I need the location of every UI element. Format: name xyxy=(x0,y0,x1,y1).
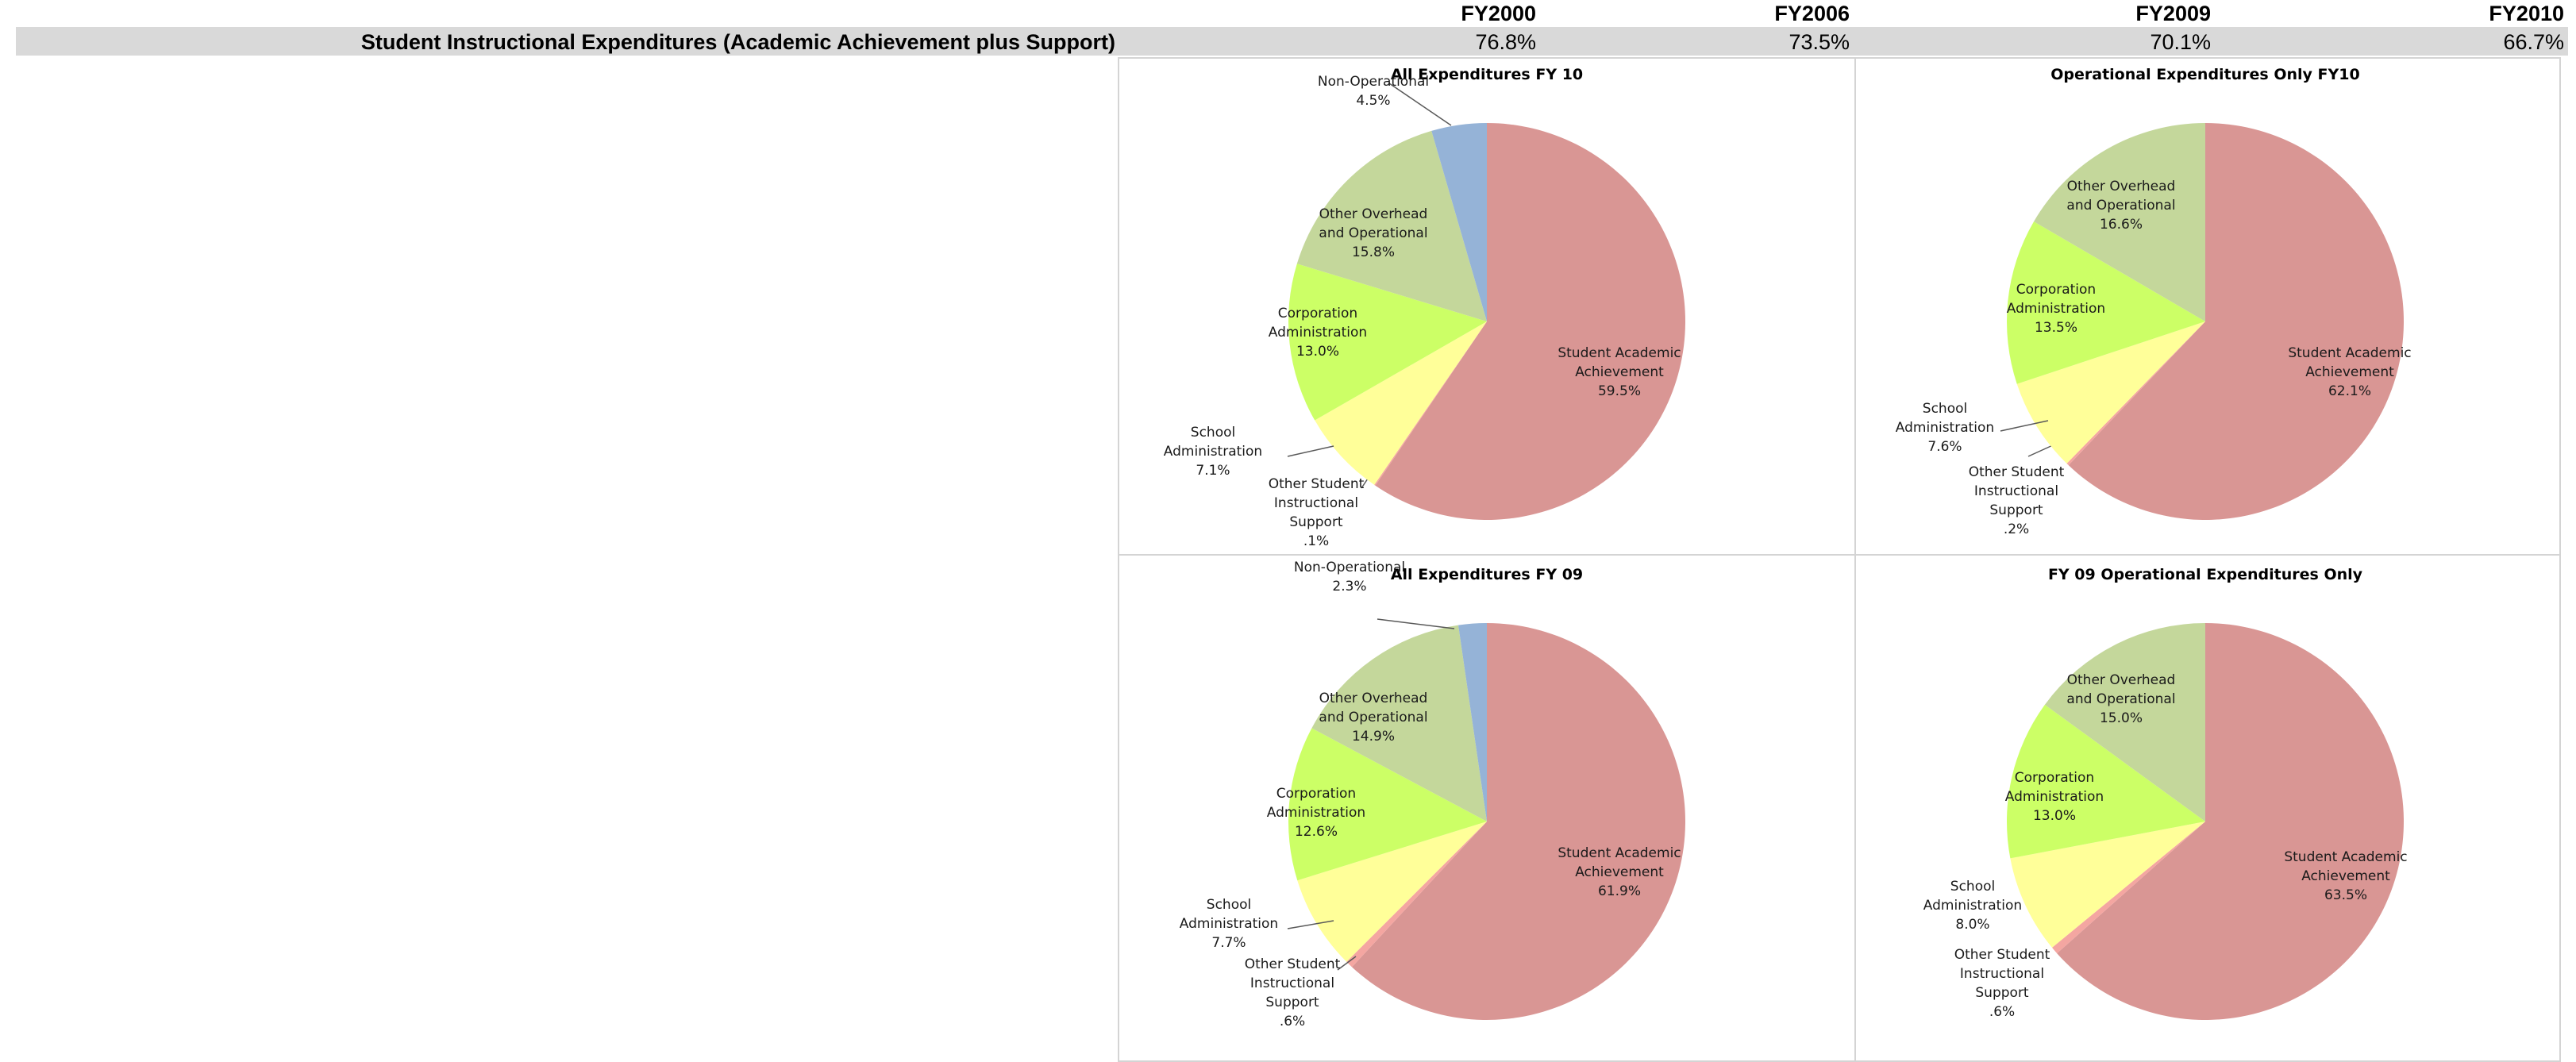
header-year-fy2009: FY2009 xyxy=(2135,2,2211,25)
pie-slice-other-overhead-and-operational xyxy=(2044,623,2205,822)
chart-title: FY 09 Operational Expenditures Only xyxy=(2048,566,2363,583)
leader-line xyxy=(1377,618,1455,629)
pie-slice-other-student-instructional-support xyxy=(2066,321,2205,466)
slice-label-non-operational: Non-Operational 4.5% xyxy=(1318,74,1429,109)
slice-label-student-academic-achievement: Student Academic Achievement 61.9% xyxy=(1558,845,1681,899)
pie-slice-other-overhead-and-operational xyxy=(1296,130,1487,321)
header-year-fy2006: FY2006 xyxy=(1774,2,1850,25)
pie-slice-student-academic-achievement xyxy=(1375,123,1685,520)
slice-label-school-administration: School Administration 7.1% xyxy=(1164,425,1262,479)
leader-line xyxy=(2000,420,2049,432)
chart-title: Operational Expenditures Only FY10 xyxy=(2050,66,2359,83)
slice-label-other-overhead-and-operational: Other Overhead and Operational 15.8% xyxy=(1319,206,1427,260)
pie-slice-other-overhead-and-operational xyxy=(2034,123,2205,321)
leader-line xyxy=(1287,445,1334,457)
pie-slice-other-overhead-and-operational xyxy=(1311,625,1487,822)
row-value-fy2000: 76.8% xyxy=(1475,30,1536,54)
leader-line xyxy=(1388,83,1452,126)
slice-label-student-academic-achievement: Student Academic Achievement 63.5% xyxy=(2284,849,2407,903)
slice-label-corporation-administration: Corporation Administration 13.0% xyxy=(2005,770,2104,824)
slice-label-other-student-instructional-support: Other Student Instructional Support .2% xyxy=(1969,464,2065,537)
pie-slice-other-student-instructional-support xyxy=(1346,822,1487,968)
pie-slice-student-academic-achievement xyxy=(2068,123,2404,520)
pie-slice-corporation-administration xyxy=(1288,264,1487,421)
pie-chart-operational-fy09: FY 09 Operational Expenditures Only Stude… xyxy=(1923,566,2408,1020)
slice-label-other-student-instructional-support: Other Student Instructional Support .6% xyxy=(1245,956,1341,1029)
slice-label-other-student-instructional-support: Other Student Instructional Support .1% xyxy=(1269,476,1365,549)
pie-slice-non-operational xyxy=(1431,123,1487,321)
pie-slice-other-student-instructional-support xyxy=(2052,822,2205,954)
pie-slice-school-administration xyxy=(1297,822,1487,962)
pie-slice-corporation-administration xyxy=(2007,704,2205,859)
pie-slice-student-academic-achievement xyxy=(2057,623,2405,1020)
pie-slice-non-operational xyxy=(1457,623,1487,822)
slice-label-other-overhead-and-operational: Other Overhead and Operational 16.6% xyxy=(2066,179,2175,233)
pie-slice-corporation-administration xyxy=(2007,221,2205,384)
slice-label-corporation-administration: Corporation Administration 12.6% xyxy=(1267,786,1365,840)
pie-chart-all-fy10: All Expenditures FY 10 Student Academic Ac… xyxy=(1164,66,1685,549)
slice-label-other-overhead-and-operational: Other Overhead and Operational 15.0% xyxy=(2066,672,2175,726)
header-year-fy2000: FY2000 xyxy=(1461,2,1536,25)
pie-slice-other-student-instructional-support xyxy=(1374,321,1487,486)
slice-label-corporation-administration: Corporation Administration 13.0% xyxy=(1269,306,1367,360)
slice-label-non-operational: Non-Operational 2.3% xyxy=(1294,560,1405,594)
pie-slice-student-academic-achievement xyxy=(1352,623,1685,1020)
pie-slice-school-administration xyxy=(1315,321,1487,485)
leader-line xyxy=(2027,444,2055,457)
header-year-fy2010: FY2010 xyxy=(2489,2,2564,25)
row-highlight xyxy=(16,27,2568,56)
slice-label-school-administration: School Administration 8.0% xyxy=(1923,879,2022,933)
pie-chart-all-fy09: All Expenditures FY 09 Student Academic Ac… xyxy=(1180,560,1685,1029)
slice-label-school-administration: School Administration 7.7% xyxy=(1180,897,1278,951)
row-value-fy2010: 66.7% xyxy=(2503,30,2564,54)
row-value-fy2006: 73.5% xyxy=(1789,30,1850,54)
pie-slice-school-administration xyxy=(2016,321,2205,464)
leader-line xyxy=(1287,920,1334,929)
pie-slice-corporation-administration xyxy=(1288,728,1487,881)
row-value-fy2009: 70.1% xyxy=(2150,30,2211,54)
chart-title: All Expenditures FY 10 xyxy=(1391,66,1583,83)
leader-line xyxy=(1337,956,1357,971)
pie-slice-school-administration xyxy=(2010,822,2205,948)
slice-label-other-student-instructional-support: Other Student Instructional Support .6% xyxy=(1954,947,2050,1020)
slice-label-other-overhead-and-operational: Other Overhead and Operational 14.9% xyxy=(1319,691,1427,745)
slice-label-student-academic-achievement: Student Academic Achievement 59.5% xyxy=(1558,345,1681,399)
slice-label-student-academic-achievement: Student Academic Achievement 62.1% xyxy=(2288,345,2411,399)
slice-label-corporation-administration: Corporation Administration 13.5% xyxy=(2007,282,2105,336)
row-label: Student Instructional Expenditures (Acad… xyxy=(360,30,1115,54)
chart-title: All Expenditures FY 09 xyxy=(1391,566,1583,583)
slice-label-school-administration: School Administration 7.6% xyxy=(1896,401,1994,455)
pie-chart-operational-fy10: Operational Expenditures Only FY10 Studen… xyxy=(1896,66,2412,537)
